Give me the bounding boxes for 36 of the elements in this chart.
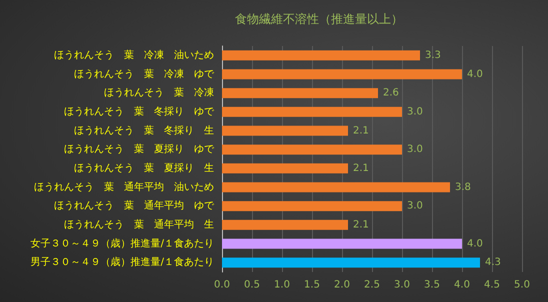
data-label: 2.1 xyxy=(353,162,369,174)
data-label: 2.1 xyxy=(353,125,369,136)
y-tick-label: ほうれんそう 葉 夏採り ゆで xyxy=(64,143,215,156)
data-label: 2.1 xyxy=(353,219,369,230)
x-tick-label: 4.0 xyxy=(454,280,470,290)
y-tick-label: 男子３０～４９（歳）推進量/１食あたり xyxy=(30,256,214,268)
data-label: 4.3 xyxy=(485,257,501,268)
y-tick-label: ほうれんそう 葉 通年平均 ゆで xyxy=(54,200,215,212)
data-label: 3.0 xyxy=(407,106,423,118)
x-tick-label: 0.0 xyxy=(214,280,230,290)
data-label: 2.6 xyxy=(383,88,399,99)
chart-title: 食物繊維不溶性（推進量以上） xyxy=(235,12,403,26)
x-tick-label: 2.5 xyxy=(364,280,380,290)
y-tick-label: ほうれんそう 葉 夏採り 生 xyxy=(74,162,214,174)
x-tick-label: 3.0 xyxy=(394,280,410,290)
x-tick-label: 4.5 xyxy=(484,280,500,290)
data-label: 3.0 xyxy=(407,144,423,156)
y-tick-label: ほうれんそう 葉 通年平均 油いため xyxy=(34,180,214,193)
data-label: 3.3 xyxy=(425,50,441,61)
y-tick-label: ほうれんそう 葉 冬採り 生 xyxy=(74,124,214,136)
x-tick-label: 0.5 xyxy=(244,280,260,290)
y-tick-label: ほうれんそう 葉 冷凍 ゆで xyxy=(74,68,215,80)
x-tick-label: 2.0 xyxy=(334,280,350,290)
data-label: 4.0 xyxy=(467,238,483,250)
data-label: 3.0 xyxy=(407,200,423,212)
data-label: 3.8 xyxy=(455,182,471,193)
x-tick-label: 5.0 xyxy=(514,280,530,290)
x-tick-label: 1.5 xyxy=(304,280,320,290)
x-tick-label: 3.5 xyxy=(424,280,440,290)
y-tick-label: ほうれんそう 葉 冷凍 油いため xyxy=(54,48,214,61)
data-label: 4.0 xyxy=(467,68,483,80)
y-tick-label: ほうれんそう 葉 冷凍 xyxy=(104,86,214,99)
y-tick-label: ほうれんそう 葉 通年平均 生 xyxy=(64,218,214,230)
y-tick-label: ほうれんそう 葉 冬採り ゆで xyxy=(64,105,215,118)
x-tick-label: 1.0 xyxy=(274,280,290,290)
y-tick-label: 女子３０～４９（歳）推進量/１食あたり xyxy=(30,237,214,250)
